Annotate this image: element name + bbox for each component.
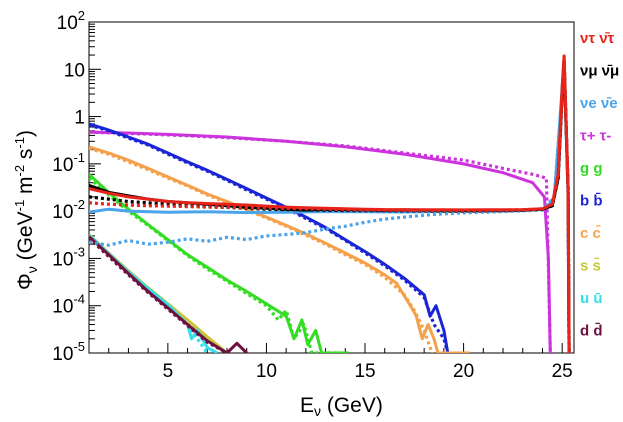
y-tick-label: 10-2 bbox=[52, 197, 85, 223]
y-title-main: Φ bbox=[14, 273, 37, 290]
series-tau-tau-solid bbox=[89, 130, 552, 353]
y-tick-label: 10-5 bbox=[52, 339, 85, 365]
legend-entry: c c̄ bbox=[580, 224, 601, 242]
x-title-sub: ν bbox=[314, 403, 321, 419]
legend-entry: νμ ν̄μ bbox=[580, 63, 619, 80]
x-tick-labels: 5 10 15 20 25 bbox=[163, 361, 573, 382]
legend-entry: g g bbox=[580, 160, 603, 177]
legend-entry: b b̄ bbox=[580, 192, 603, 210]
y-title-mid2: s bbox=[14, 149, 37, 165]
x-axis-title: Eν (GeV) bbox=[300, 394, 383, 419]
x-tick-label: 10 bbox=[256, 361, 277, 382]
x-tick-label: 20 bbox=[453, 361, 474, 382]
series-layer bbox=[89, 54, 571, 353]
legend-entry: ντ ν̄τ bbox=[580, 30, 615, 47]
series-c-cbar-dotted bbox=[89, 147, 434, 353]
axis-ticks bbox=[88, 21, 563, 354]
series-tau-tau-dotted bbox=[89, 130, 552, 353]
y-title-mid: m bbox=[14, 176, 37, 199]
y-title-sub: ν bbox=[24, 266, 40, 273]
series-c-cbar-solid bbox=[89, 145, 470, 353]
y-tick-label: 10-3 bbox=[52, 244, 85, 270]
y-title-close: ) bbox=[14, 130, 37, 137]
y-title-exp2: -2 bbox=[12, 165, 27, 177]
series-nu-tau-dotted bbox=[89, 54, 571, 353]
series-d-dbar-dotted bbox=[89, 236, 228, 353]
y-title-unit-open: (GeV bbox=[14, 211, 37, 266]
x-title-main: E bbox=[300, 394, 314, 417]
series-b-bbar-dotted bbox=[89, 123, 450, 353]
y-title-exp3: -1 bbox=[12, 137, 27, 149]
series-d-dbar-solid bbox=[89, 235, 248, 353]
legend: ντ ν̄τ νμ ν̄μ νe ν̄e τ+ τ-g g b b̄ c c̄ s s̄ u … bbox=[580, 30, 619, 340]
y-tick-labels: 102 10 1 10-1 10-2 10-3 10-4 10-5 bbox=[52, 8, 85, 365]
series-b-bbar-solid bbox=[89, 122, 450, 353]
legend-entry: τ+ τ- bbox=[580, 128, 611, 145]
series-s-sbar-solid bbox=[89, 233, 228, 353]
x-tick-label: 15 bbox=[354, 361, 375, 382]
y-tick-label: 10-1 bbox=[52, 150, 85, 176]
y-tick-label: 1 bbox=[74, 108, 85, 129]
y-tick-label: 10-4 bbox=[52, 292, 85, 318]
y-axis-title: Φν (GeV-1 m-2 s-1) bbox=[12, 130, 40, 290]
legend-entry: d d̄ bbox=[580, 322, 603, 340]
y-tick-label: 102 bbox=[57, 8, 85, 34]
x-tick-label: 25 bbox=[552, 361, 573, 382]
legend-entry: u ū bbox=[580, 290, 603, 307]
legend-entry: νe ν̄e bbox=[580, 95, 618, 112]
x-title-unit: (GeV) bbox=[321, 394, 383, 417]
legend-entry: s s̄ bbox=[580, 257, 601, 275]
y-title-exp1: -1 bbox=[12, 200, 27, 212]
series-g-g-dotted bbox=[89, 176, 350, 353]
y-tick-label: 10 bbox=[64, 60, 85, 81]
x-tick-label: 5 bbox=[163, 361, 174, 382]
